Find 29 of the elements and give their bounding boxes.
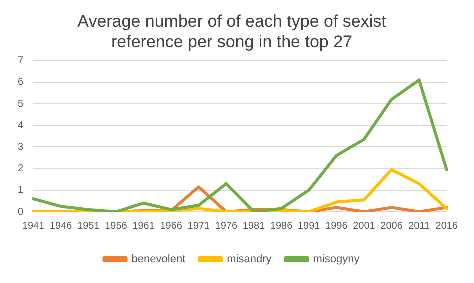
y-tick-label: 2 [18, 164, 24, 175]
x-tick-label: 2006 [380, 220, 404, 232]
x-tick-label: 1996 [326, 220, 348, 232]
legend-label: misandry [227, 254, 272, 266]
x-tick-label: 1981 [242, 220, 266, 232]
x-tick-label: 2011 [408, 220, 431, 232]
x-tick-label: 1946 [50, 220, 73, 232]
x-tick-label: 1991 [298, 220, 321, 232]
x-tick-label: 1941 [22, 220, 46, 232]
x-tick-label: 2001 [353, 220, 376, 232]
y-tick-label: 5 [18, 98, 24, 110]
x-tick-label: 1986 [270, 220, 294, 232]
x-tick-label: 1976 [215, 220, 238, 232]
x-tick-label: 1951 [78, 220, 100, 232]
y-tick-label: 0 [18, 206, 24, 218]
y-tick-label: 6 [18, 77, 24, 88]
x-tick-label: 1956 [105, 220, 128, 232]
y-tick-label: 4 [18, 120, 24, 132]
y-tick-label: 1 [18, 185, 24, 196]
x-tick-label: 1971 [188, 220, 210, 232]
legend-label: misogyny [313, 254, 360, 266]
x-tick-label: 1966 [160, 220, 183, 232]
y-tick-label: 3 [18, 142, 24, 153]
x-tick-label: 2016 [436, 220, 458, 232]
y-tick-label: 7 [18, 56, 24, 67]
text: reference per song in the top 27 [112, 32, 352, 52]
text: Average number of of each type of sexist [78, 12, 386, 31]
legend-label: benevolent [132, 254, 186, 266]
x-tick-label: 1961 [132, 220, 156, 232]
